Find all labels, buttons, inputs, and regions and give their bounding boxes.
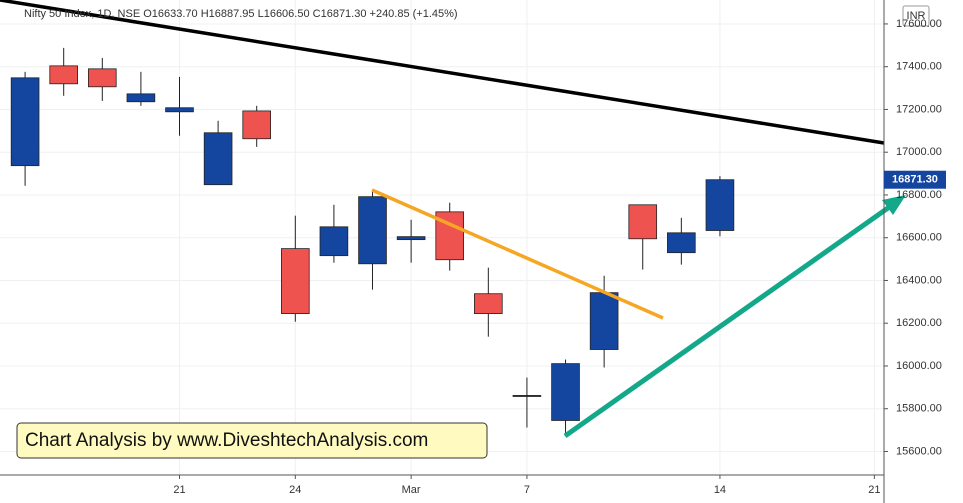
candle-body [512, 395, 542, 397]
price-tag-box [884, 170, 946, 189]
candle-body [203, 132, 233, 186]
grid [0, 0, 884, 475]
candle-body [319, 226, 349, 257]
trend-arrow [563, 200, 897, 439]
y-tick-label: 16600.00 [896, 232, 942, 244]
candle-body [589, 292, 619, 350]
y-tick-label: 17400.00 [896, 61, 942, 73]
currency-box [902, 5, 930, 27]
x-tick-label: Mar [402, 484, 421, 496]
candle-body [281, 248, 310, 315]
watermark-box [16, 422, 488, 459]
candle-body [551, 363, 580, 421]
candles [10, 47, 735, 435]
y-tick-label: 16400.00 [896, 274, 942, 286]
x-tick-label: 24 [289, 484, 301, 496]
candle-body [358, 196, 387, 265]
trend-line [0, 0, 885, 145]
candle-body [628, 204, 658, 240]
price-tag: 16871.30 [892, 174, 938, 186]
y-tick-label: 16200.00 [896, 317, 942, 329]
y-tick-label: 15600.00 [896, 445, 942, 457]
trend-line [371, 188, 664, 320]
x-tick-label: 21 [173, 484, 185, 496]
candle-body [705, 179, 735, 231]
y-tick-label: 15800.00 [896, 403, 942, 415]
candle-body [10, 77, 40, 167]
candle-body [242, 110, 272, 140]
y-tick-label: 17000.00 [896, 146, 942, 158]
x-tick-label: 7 [524, 484, 530, 496]
candle-body [396, 236, 426, 241]
candle-body [126, 93, 156, 103]
x-tick-label: 14 [714, 484, 726, 496]
candle-body [165, 107, 194, 113]
candle-body [88, 68, 117, 88]
candle-body [667, 232, 696, 254]
y-tick-label: 17200.00 [896, 103, 942, 115]
y-tick-label: 16000.00 [896, 360, 942, 372]
watermark: Chart Analysis by www.DiveshtechAnalysis… [25, 430, 428, 451]
arrow-head [882, 195, 906, 215]
y-tick-label: 16800.00 [896, 189, 942, 201]
legend-text: Nifty 50 Index, 1D, NSE O16633.70 H16887… [24, 8, 458, 20]
candle-body [474, 293, 503, 315]
currency: INR [907, 10, 926, 22]
x-tick-label: 21 [868, 484, 880, 496]
y-tick-label: 17600.00 [896, 18, 942, 30]
candle-body [49, 65, 78, 85]
